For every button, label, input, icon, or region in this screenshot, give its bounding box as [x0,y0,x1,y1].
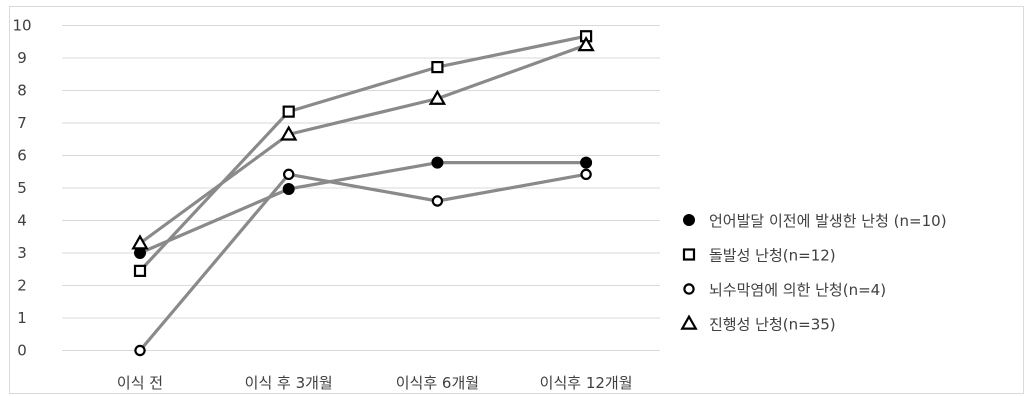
x-axis: 이식 전 이식 후 3개월 이식후 6개월 이식후 12개월 [117,374,633,392]
y-tick-label: 2 [17,277,27,295]
series-line-2 [138,34,587,272]
y-tick-label: 1 [17,309,27,327]
data-point-triangle [131,234,149,250]
data-point-open-circle [431,195,444,207]
legend-marker-open-circle [683,283,695,295]
y-tick-label: 7 [17,114,27,132]
data-point-filled-circle [580,156,593,169]
data-point-open-circle [283,168,295,181]
data-point-square [282,105,295,118]
series-lines [138,34,587,352]
y-tick-label: 8 [17,82,27,100]
data-point-filled-circle [431,156,444,169]
data-point-triangle [280,125,298,141]
data-point-triangle [428,89,447,105]
data-point-open-circle [580,168,592,181]
y-tick-label: 3 [17,244,27,262]
y-tick-label: 10 [12,17,31,35]
y-tick-label: 9 [17,49,27,67]
legend-label: 돌발성 난청(n=12) [709,247,836,265]
y-axis: 0 1 2 3 4 5 6 7 8 9 10 [12,17,31,360]
y-tick-label: 5 [17,179,27,197]
y-tick-label: 0 [17,342,27,360]
x-tick-label: 이식후 12개월 [540,374,633,392]
series-markers [131,30,595,357]
x-tick-label: 이식 전 [117,374,163,392]
data-point-open-circle [134,344,146,357]
legend-marker-square [682,248,696,261]
series-line-1 [139,161,587,255]
legend-marker-triangle [680,314,698,330]
series-line-3 [138,172,587,352]
data-point-square [133,264,147,277]
x-tick-label: 이식 후 3개월 [245,374,333,392]
x-tick-label: 이식후 6개월 [396,374,479,392]
legend-label: 언어발달 이전에 발생한 난청 (n=10) [709,212,947,230]
data-point-square [431,60,444,74]
data-point-filled-circle [282,182,295,195]
y-tick-label: 6 [17,147,27,165]
y-tick-label: 4 [17,212,27,230]
series-line-4 [139,43,587,245]
legend-label: 뇌수막염에 의한 난청(n=4) [709,281,886,299]
legend-marker-filled-circle [683,214,695,226]
data-point-triangle [577,35,595,52]
legend-label: 진행성 난청(n=35) [709,316,836,334]
legend: 언어발달 이전에 발생한 난청 (n=10) 돌발성 난청(n=12) 뇌수막염에 … [680,212,947,334]
